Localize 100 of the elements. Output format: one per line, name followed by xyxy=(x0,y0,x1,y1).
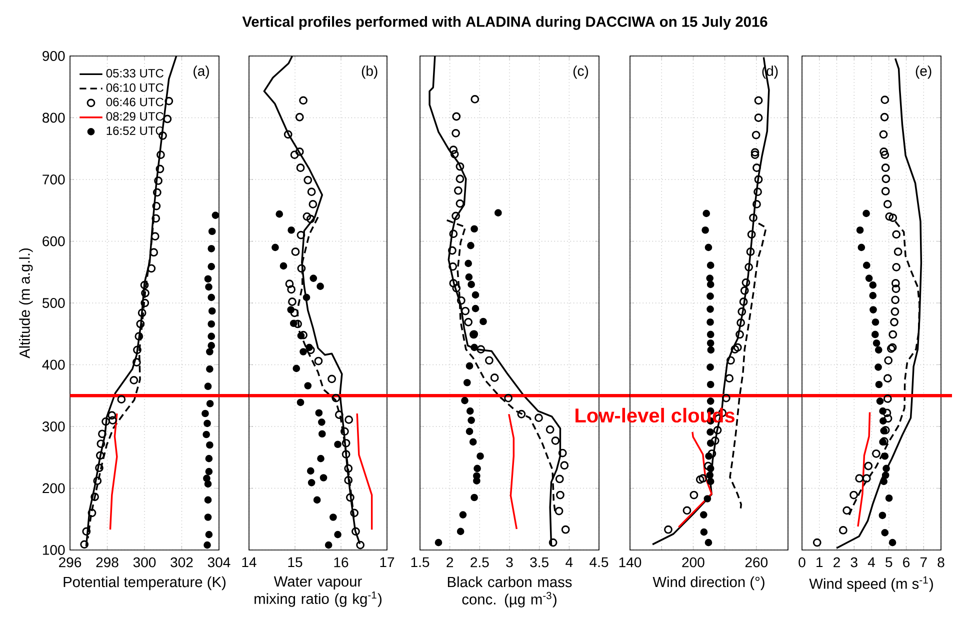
point xyxy=(862,210,870,218)
x-tick-label: 8 xyxy=(938,557,944,568)
point xyxy=(90,492,99,502)
point xyxy=(204,541,211,549)
point xyxy=(690,490,698,500)
annotation: (c) xyxy=(573,66,588,79)
point xyxy=(317,454,324,462)
point xyxy=(730,345,740,354)
point xyxy=(742,278,750,287)
point xyxy=(702,226,709,234)
point xyxy=(150,232,160,240)
point xyxy=(461,306,470,316)
point xyxy=(304,382,312,390)
point xyxy=(328,374,336,384)
point xyxy=(706,262,714,269)
x-axis-title: Wind direction (°) xyxy=(652,576,764,590)
point xyxy=(551,436,560,445)
point xyxy=(204,275,212,283)
x-axis-title: Black carbon mass conc. (µg m$^{-3}$) xyxy=(448,576,572,608)
point xyxy=(878,512,886,520)
point xyxy=(204,382,212,390)
point xyxy=(300,348,307,356)
x-tick-label: 17 xyxy=(380,557,394,567)
point xyxy=(470,494,478,502)
point xyxy=(204,514,212,521)
point xyxy=(332,394,340,402)
point xyxy=(344,415,354,424)
legend-label: 05:33 UTC xyxy=(106,68,164,78)
point xyxy=(560,461,569,470)
y-tick-label: 700 xyxy=(42,174,65,184)
point xyxy=(710,436,720,445)
point xyxy=(141,288,150,298)
point xyxy=(296,164,305,172)
point xyxy=(208,244,216,252)
point xyxy=(136,320,145,328)
point xyxy=(205,454,213,462)
x-tick-label: 140 xyxy=(619,557,642,568)
point xyxy=(706,380,714,388)
point xyxy=(472,304,480,312)
point xyxy=(881,452,889,460)
point xyxy=(307,188,316,196)
point xyxy=(117,395,126,404)
point xyxy=(352,527,360,536)
point xyxy=(295,112,304,122)
point xyxy=(138,308,146,318)
point xyxy=(698,474,708,483)
point xyxy=(682,506,692,515)
point xyxy=(561,525,570,534)
point xyxy=(706,439,714,447)
point xyxy=(287,306,295,314)
point xyxy=(882,408,892,418)
x-tick-label: 302 xyxy=(170,557,193,568)
point xyxy=(706,428,714,436)
point xyxy=(850,490,858,500)
point xyxy=(517,410,526,418)
point xyxy=(133,346,142,354)
point xyxy=(287,285,296,294)
point xyxy=(296,398,304,406)
point xyxy=(490,374,499,382)
point xyxy=(882,464,890,472)
point xyxy=(706,339,714,347)
point xyxy=(206,441,214,449)
point xyxy=(556,490,564,500)
point xyxy=(315,409,323,417)
point xyxy=(308,200,318,208)
point xyxy=(480,318,487,326)
point xyxy=(96,451,104,460)
point xyxy=(888,538,896,546)
point xyxy=(344,476,353,484)
point xyxy=(448,262,458,271)
point xyxy=(203,474,210,482)
x-tick-label: 304 xyxy=(208,557,230,568)
point xyxy=(754,188,762,196)
point xyxy=(82,527,91,536)
point xyxy=(464,260,472,268)
y-tick-label: 800 xyxy=(42,112,65,123)
point xyxy=(865,274,873,282)
point xyxy=(546,425,554,434)
point xyxy=(869,292,877,300)
point xyxy=(706,472,714,479)
y-tick-label: 300 xyxy=(42,422,65,432)
x-tick-label: 2 xyxy=(834,557,840,568)
point xyxy=(740,286,749,295)
point xyxy=(706,364,714,371)
point xyxy=(290,320,298,328)
point xyxy=(704,462,712,470)
point xyxy=(733,343,742,352)
point xyxy=(463,378,471,386)
x-tick-label: 200 xyxy=(682,557,704,568)
point xyxy=(872,339,880,347)
point xyxy=(485,356,494,365)
point xyxy=(205,530,213,538)
point xyxy=(342,438,350,448)
point xyxy=(96,440,106,448)
point xyxy=(706,292,714,300)
point xyxy=(704,244,712,252)
point xyxy=(434,538,442,546)
point xyxy=(288,298,296,306)
point xyxy=(738,307,746,316)
point xyxy=(152,214,160,223)
